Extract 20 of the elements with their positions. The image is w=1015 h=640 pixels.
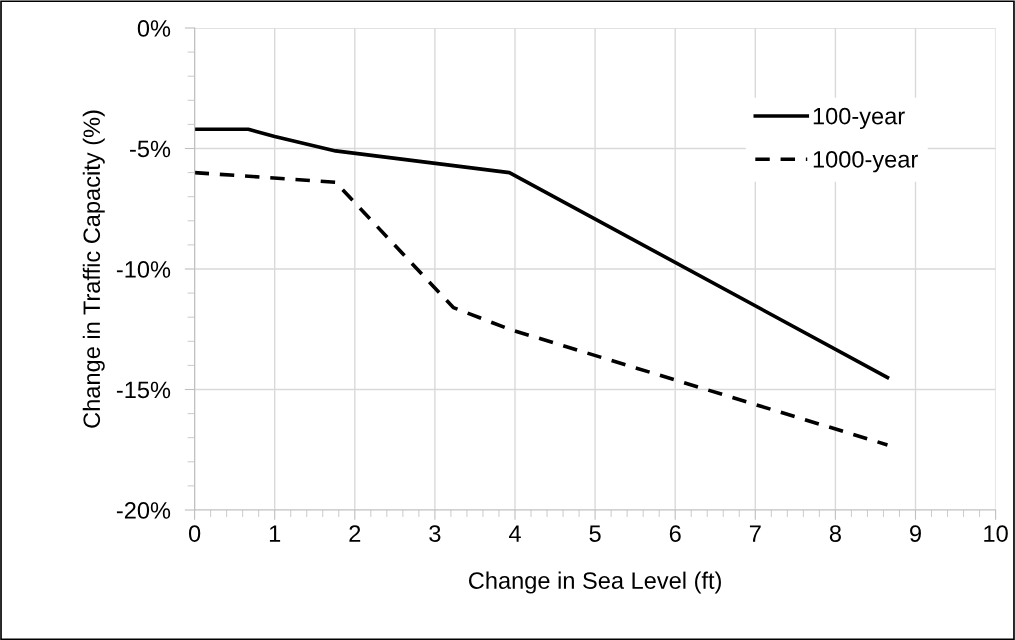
y-tick-label: -20% [116,502,171,519]
y-tick-label: -10% [116,261,171,278]
y-tick-label: 0% [137,20,171,37]
x-axis-title: Change in Sea Level (ft) [468,571,721,594]
x-tick-label: 8 [829,525,841,542]
y-tick-label: -5% [130,140,171,158]
x-tick-label: 9 [910,525,921,542]
x-tick-label: 2 [349,525,361,542]
y-tick-label: -15% [116,381,171,399]
x-tick-label: 6 [669,525,681,542]
y-axis-title: Change in Traffic Capacity (%) [82,110,105,428]
x-tick-label: 10 [984,525,1008,542]
x-tick-label: 4 [508,525,521,542]
x-tick-label: 5 [589,525,601,542]
x-tick-label: 3 [429,525,441,542]
x-tick-label: 7 [749,525,761,542]
x-tick-label: 1 [269,525,281,542]
legend-label: 100-year [813,107,905,130]
legend-label: 1000-year [813,150,918,173]
x-tick-label: 0 [188,525,201,542]
